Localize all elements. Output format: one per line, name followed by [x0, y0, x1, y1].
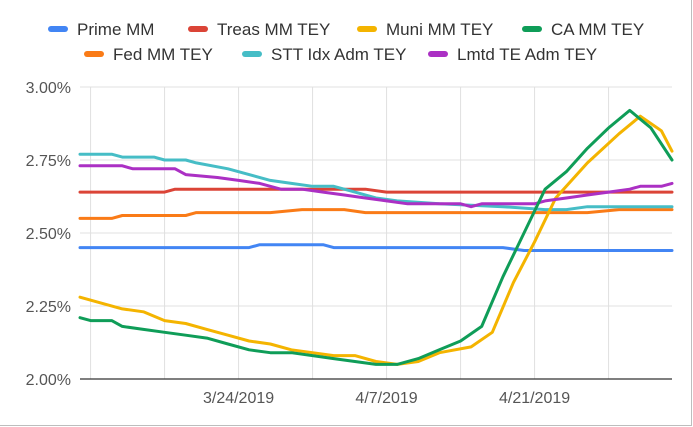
y-tick-label: 3.00%	[26, 80, 71, 97]
legend-item-treas-mm-tey: Treas MM TEY	[188, 20, 330, 39]
series-line-treas-mm-tey	[78, 187, 674, 194]
y-tick-label: 2.50%	[26, 226, 71, 243]
legend-item-ca-mm-tey: CA MM TEY	[522, 20, 644, 39]
series-line-fed-mm-tey	[78, 208, 674, 220]
legend-swatch	[188, 26, 208, 32]
legend-item-muni-mm-tey: Muni MM TEY	[357, 20, 493, 39]
legend-label: Prime MM	[77, 20, 154, 39]
y-axis: 3.00% 2.75% 2.50% 2.25% 2.00%	[26, 80, 71, 389]
series-lines	[78, 108, 674, 366]
legend-label: Treas MM TEY	[217, 20, 330, 39]
legend-label: Fed MM TEY	[113, 45, 213, 64]
x-tick-label: 4/7/2019	[355, 390, 417, 407]
legend-label: STT Idx Adm TEY	[271, 45, 406, 64]
y-tick-label: 2.00%	[26, 372, 71, 389]
horizontal-gridlines	[80, 86, 672, 380]
series-line-ca-mm-tey	[78, 108, 674, 366]
legend-swatch	[242, 51, 262, 57]
legend-swatch	[428, 51, 448, 57]
y-tick-label: 2.25%	[26, 299, 71, 316]
y-tick-label: 2.75%	[26, 153, 71, 170]
x-tick-label: 4/21/2019	[499, 390, 570, 407]
legend-swatch	[84, 51, 104, 57]
legend-item-prime-mm: Prime MM	[48, 20, 154, 39]
legend-item-stt-idx-adm-tey: STT Idx Adm TEY	[242, 45, 406, 64]
legend-label: Lmtd TE Adm TEY	[457, 45, 597, 64]
legend: Prime MM Treas MM TEY Muni MM TEY CA MM TEY…	[48, 20, 644, 64]
series-line-lmtd-te-adm-tey	[78, 164, 674, 209]
legend-label: Muni MM TEY	[386, 20, 493, 39]
legend-swatch	[522, 26, 542, 32]
legend-item-fed-mm-tey: Fed MM TEY	[84, 45, 213, 64]
x-axis: 3/24/2019 4/7/2019 4/21/2019	[203, 390, 570, 407]
series-line-stt-idx-adm-tey	[78, 152, 674, 212]
series-line-muni-mm-tey	[78, 114, 674, 366]
legend-item-lmtd-te-adm-tey: Lmtd TE Adm TEY	[428, 45, 597, 64]
series-line-prime-mm	[78, 243, 674, 252]
legend-swatch	[357, 26, 377, 32]
legend-swatch	[48, 26, 68, 32]
x-tick-label: 3/24/2019	[203, 390, 274, 407]
legend-label: CA MM TEY	[551, 20, 644, 39]
